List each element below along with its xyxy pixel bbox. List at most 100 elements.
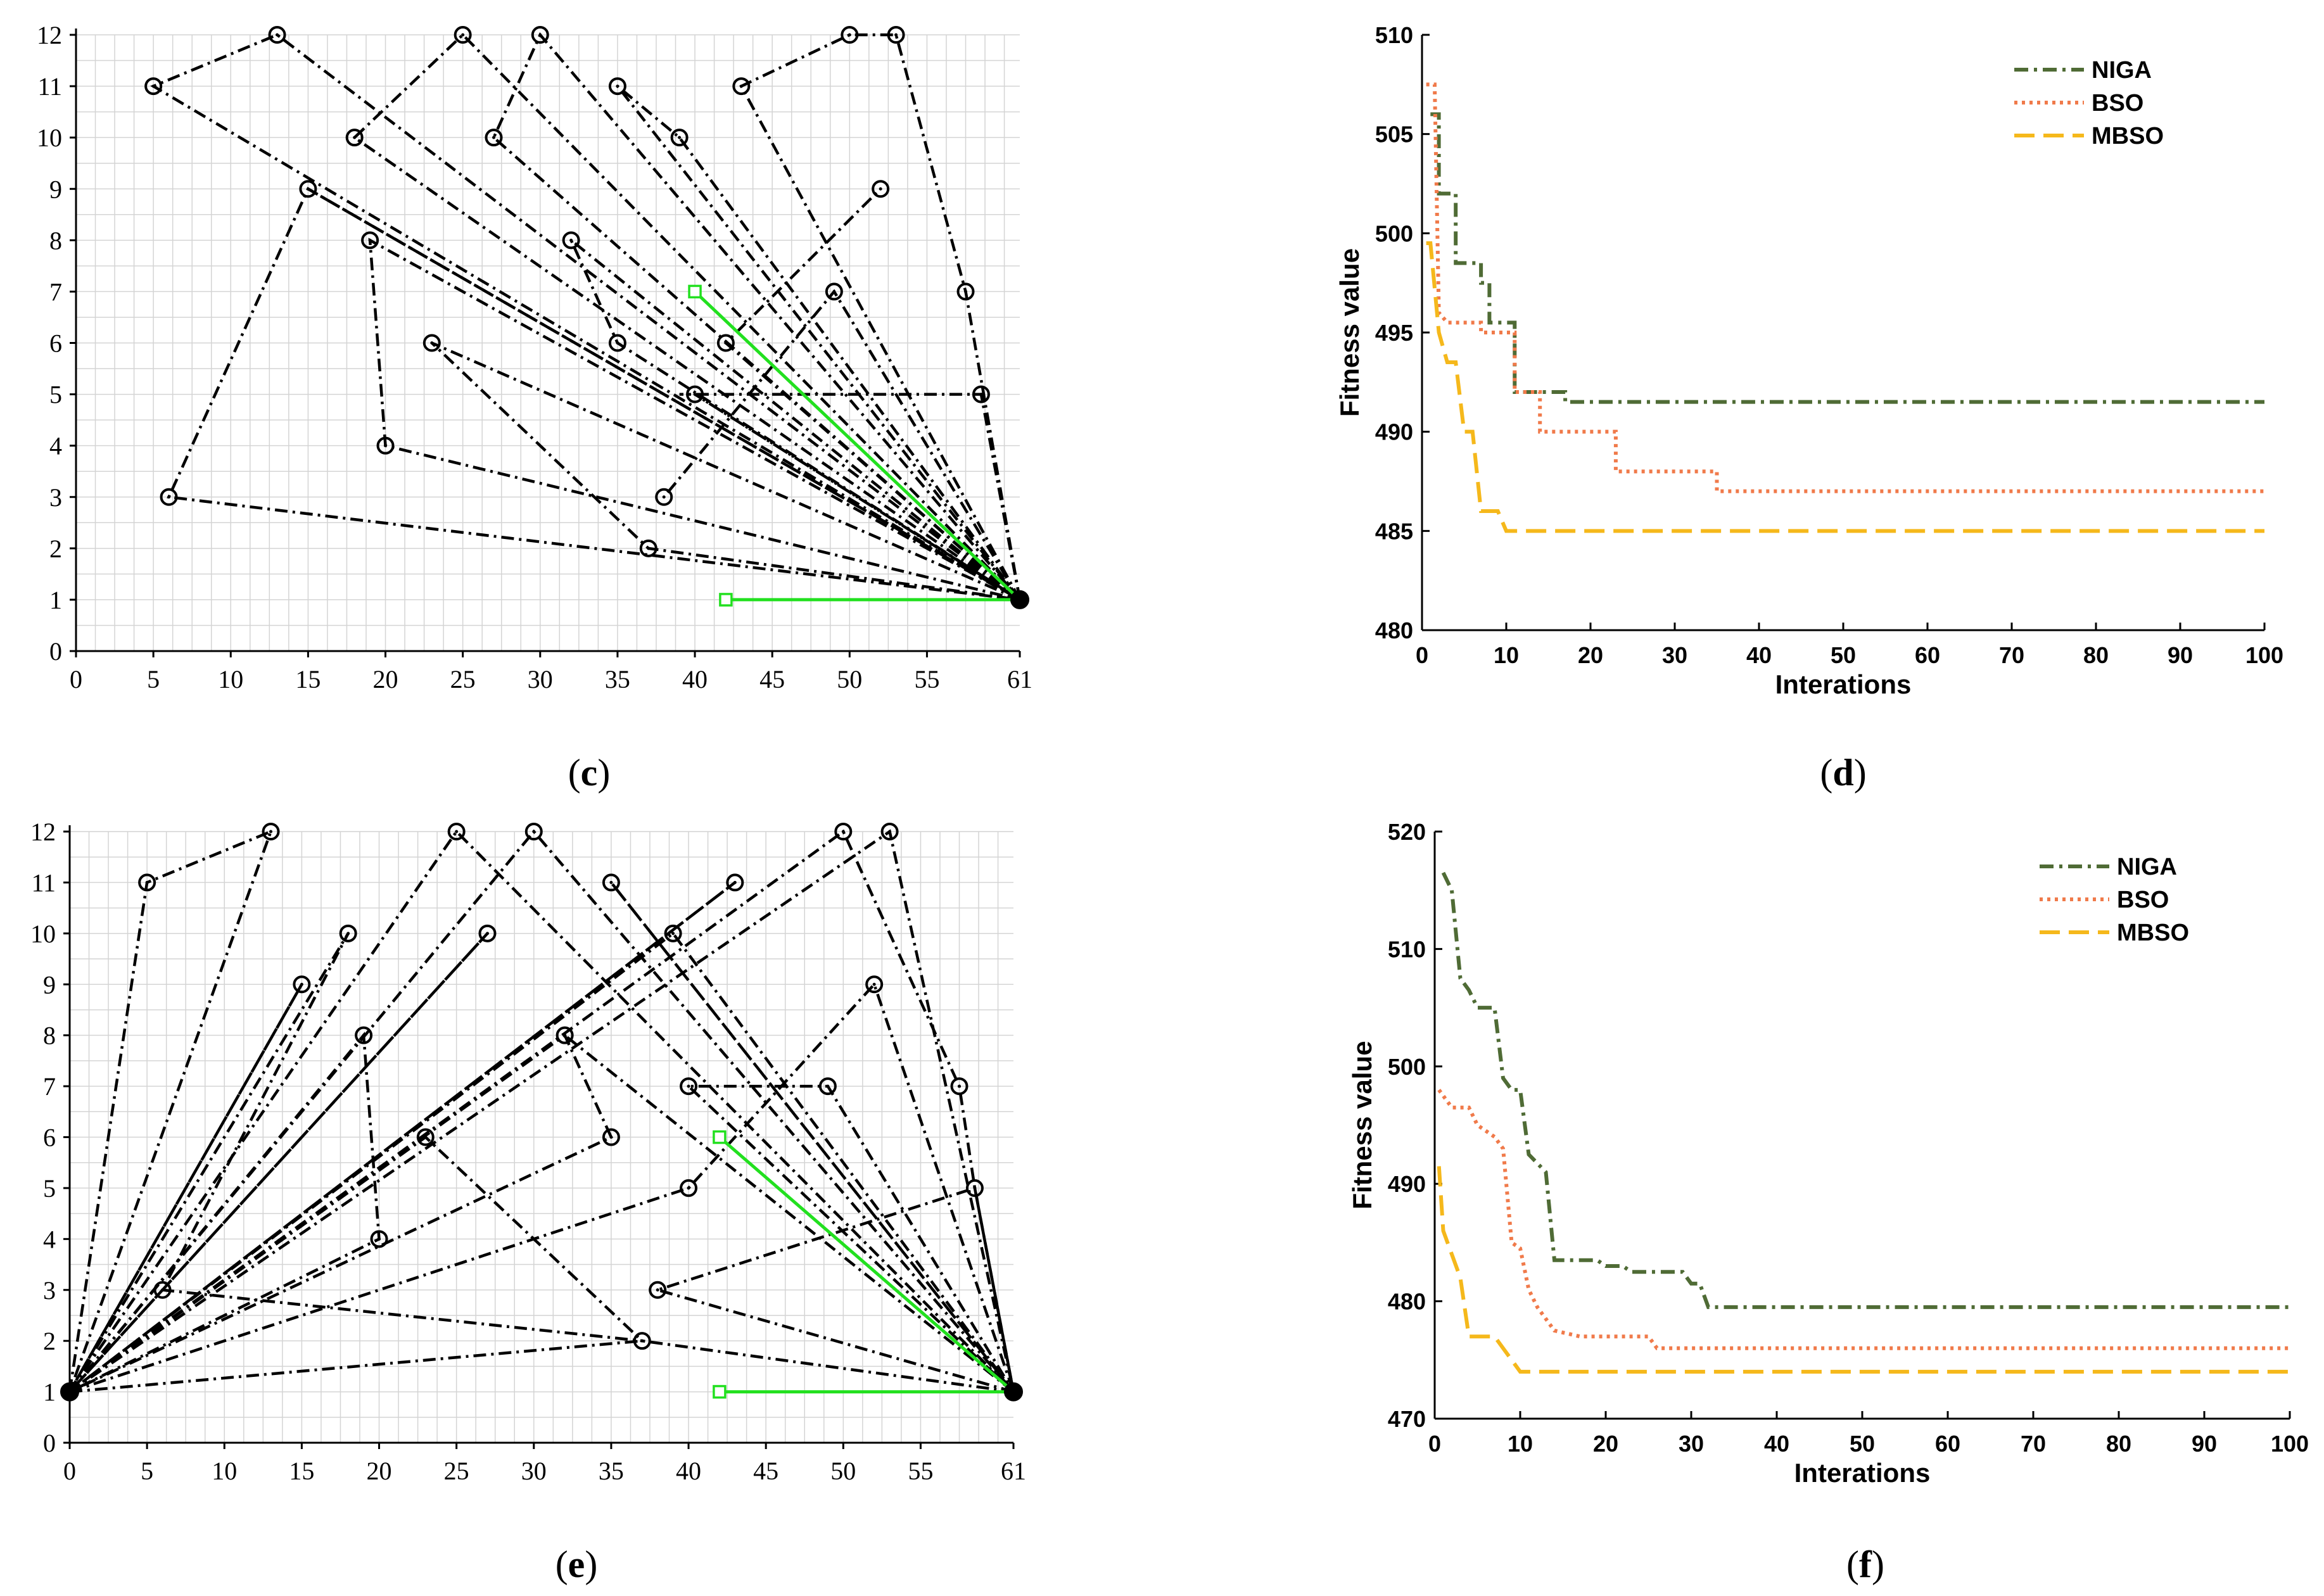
customer-node bbox=[160, 488, 178, 506]
depot-node bbox=[60, 1382, 79, 1402]
route-path bbox=[368, 238, 1021, 602]
customer-node-center bbox=[455, 830, 459, 833]
x-tick-label: 70 bbox=[2021, 1431, 2046, 1457]
customer-node bbox=[680, 1077, 698, 1096]
legend-label-mbso: MBSO bbox=[2092, 123, 2164, 149]
x-axis-label: Interations bbox=[1794, 1458, 1931, 1488]
legend-label-mbso: MBSO bbox=[2117, 920, 2189, 946]
y-tick-label: 470 bbox=[1388, 1406, 1426, 1432]
x-tick-label: 5 bbox=[141, 1457, 153, 1485]
x-tick-label: 40 bbox=[676, 1457, 701, 1485]
x-tick-label: 15 bbox=[289, 1457, 314, 1485]
panel-label: (f) bbox=[1846, 1543, 1884, 1585]
customer-node bbox=[376, 436, 395, 455]
x-tick-label: 70 bbox=[1999, 642, 2024, 668]
customer-node bbox=[726, 873, 744, 892]
x-tick-label: 15 bbox=[295, 665, 321, 694]
panel-label: (d) bbox=[1820, 752, 1866, 794]
customer-node bbox=[841, 26, 859, 44]
y-tick-label: 4 bbox=[49, 432, 62, 460]
y-tick-label: 510 bbox=[1388, 936, 1426, 962]
customer-node-center bbox=[378, 1237, 381, 1241]
panel-label: (c) bbox=[568, 752, 611, 794]
series-line-mbso bbox=[1437, 1166, 2290, 1374]
y-tick-label: 480 bbox=[1388, 1289, 1426, 1315]
customer-node-center bbox=[538, 33, 542, 37]
customer-node-center bbox=[563, 1034, 567, 1037]
y-tick-label: 8 bbox=[43, 1022, 56, 1050]
x-axis-label: Interations bbox=[1775, 669, 1912, 699]
y-tick-label: 3 bbox=[49, 483, 62, 512]
y-tick-label: 2 bbox=[43, 1327, 56, 1355]
y-tick-label: 480 bbox=[1375, 618, 1413, 643]
x-tick-label: 5 bbox=[147, 665, 160, 694]
x-tick-label: 45 bbox=[759, 665, 785, 694]
y-tick-label: 7 bbox=[43, 1072, 56, 1101]
legend-label-bso: BSO bbox=[2117, 887, 2169, 913]
x-tick-label: 50 bbox=[830, 1457, 856, 1485]
customer-node bbox=[422, 334, 441, 352]
y-tick-label: 8 bbox=[49, 226, 62, 255]
customer-node-center bbox=[353, 136, 357, 139]
y-tick-label: 11 bbox=[31, 868, 56, 897]
x-tick-label: 45 bbox=[753, 1457, 778, 1485]
customer-node-center bbox=[958, 1084, 962, 1088]
customer-node bbox=[299, 180, 317, 198]
customer-node bbox=[602, 873, 620, 892]
customer-node bbox=[416, 1128, 435, 1146]
y-tick-label: 6 bbox=[49, 329, 62, 358]
y-tick-label: 495 bbox=[1375, 320, 1413, 346]
customer-node bbox=[670, 129, 689, 147]
x-tick-label: 10 bbox=[1508, 1431, 1533, 1457]
x-tick-label: 30 bbox=[521, 1457, 547, 1485]
customer-node-center bbox=[841, 830, 845, 833]
series-line-niga bbox=[1430, 112, 2264, 404]
customer-node-center bbox=[151, 84, 155, 88]
customer-node bbox=[153, 1281, 172, 1299]
x-tick-label: 80 bbox=[2083, 642, 2109, 668]
green-node-marker bbox=[688, 284, 702, 299]
y-tick-label: 10 bbox=[37, 124, 62, 152]
customer-node bbox=[556, 1026, 574, 1044]
customer-node bbox=[880, 823, 899, 840]
customer-node bbox=[887, 26, 905, 44]
customer-node-center bbox=[826, 1084, 830, 1088]
x-tick-label: 25 bbox=[444, 1457, 469, 1485]
x-tick-label: 100 bbox=[2271, 1431, 2309, 1457]
route-path bbox=[564, 1034, 1015, 1393]
customer-node bbox=[972, 385, 990, 403]
customer-node bbox=[138, 873, 156, 892]
x-tick-label: 30 bbox=[1679, 1431, 1704, 1457]
y-tick-label: 5 bbox=[49, 381, 62, 409]
customer-node bbox=[655, 488, 673, 506]
green-node-marker bbox=[713, 1130, 727, 1144]
x-tick-label: 40 bbox=[1764, 1431, 1789, 1457]
series-line-niga bbox=[1441, 871, 2290, 1309]
y-tick-label: 5 bbox=[43, 1174, 56, 1203]
customer-node bbox=[339, 924, 357, 942]
customer-node-center bbox=[569, 238, 573, 242]
depot-node bbox=[1004, 1382, 1023, 1402]
x-tick-label: 30 bbox=[528, 665, 553, 694]
x-tick-label: 25 bbox=[450, 665, 476, 694]
y-tick-label: 0 bbox=[49, 637, 62, 666]
route-path bbox=[68, 984, 303, 1393]
route-path bbox=[68, 828, 274, 1393]
customer-node-center bbox=[879, 187, 882, 191]
legend-label-niga: NIGA bbox=[2117, 854, 2177, 880]
customer-node-center bbox=[678, 136, 682, 139]
customer-node-center bbox=[486, 932, 490, 935]
y-tick-label: 485 bbox=[1375, 518, 1413, 544]
customer-node-center bbox=[300, 982, 303, 986]
x-tick-label: 50 bbox=[837, 665, 862, 694]
customer-node bbox=[478, 924, 497, 942]
customer-node bbox=[485, 129, 503, 147]
y-tick-label: 520 bbox=[1388, 819, 1426, 845]
x-tick-label: 20 bbox=[373, 665, 398, 694]
x-tick-label: 60 bbox=[1935, 1431, 1960, 1457]
depot-node bbox=[1010, 590, 1029, 609]
customer-node-center bbox=[693, 393, 697, 396]
x-tick-label: 0 bbox=[70, 665, 82, 694]
customer-node bbox=[825, 282, 843, 301]
